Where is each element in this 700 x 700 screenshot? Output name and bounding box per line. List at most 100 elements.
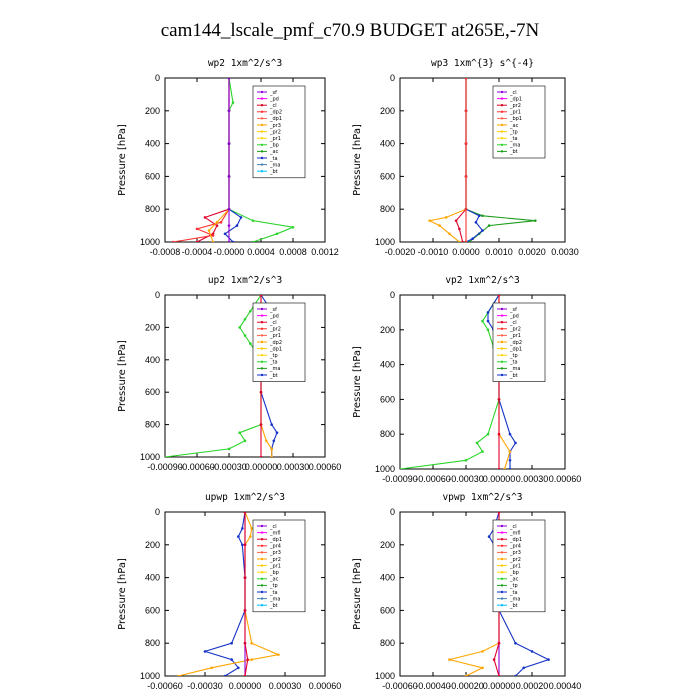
legend-marker [500, 123, 504, 127]
legend-label: _ma [269, 366, 280, 372]
series-point [497, 432, 501, 436]
y-tick-label: 600 [380, 605, 395, 615]
legend-label: _pr4 [269, 544, 281, 550]
legend-marker [500, 110, 504, 114]
legend-label: _tp [509, 129, 518, 135]
x-tick-label: -0.0010 [418, 247, 449, 257]
y-tick-label: 400 [145, 355, 160, 365]
legend-marker [260, 538, 264, 541]
legend-marker [500, 577, 504, 580]
legend-marker [260, 327, 264, 330]
y-tick-label: 200 [380, 540, 395, 550]
series-point [227, 78, 231, 80]
legend-label: _mfl [269, 530, 281, 536]
legend-label: _ta [509, 590, 518, 596]
series-group [177, 512, 281, 676]
series-point [250, 658, 253, 661]
legend-label: _dp1 [269, 537, 282, 543]
legend-label: _dp2 [269, 110, 282, 116]
legend-marker [500, 531, 504, 534]
panel-title: vp2 1xm^2/s^3 [445, 275, 519, 286]
y-tick-label: 200 [145, 106, 160, 116]
x-tick-label: -0.00090 [382, 474, 418, 484]
legend-marker [260, 123, 264, 127]
x-tick-label: 0.0020 [518, 247, 546, 257]
legend-marker [260, 130, 264, 133]
legend-marker [260, 557, 264, 561]
legend-label: _cl [269, 103, 277, 109]
series-point [270, 423, 273, 426]
x-tick-label: -0.00020 [448, 681, 484, 691]
legend-marker [260, 373, 264, 377]
series-point [259, 423, 263, 426]
series-point [464, 674, 468, 676]
legend-label: _pr1 [509, 110, 521, 116]
legend-label: _dp1 [509, 537, 522, 543]
series-point [508, 467, 512, 469]
x-tick-label: -0.0020 [385, 247, 416, 257]
x-tick-label: 0.00000 [483, 681, 516, 691]
x-tick-label: -0.00090 [147, 462, 183, 472]
legend-marker [260, 110, 264, 114]
series-point [486, 319, 490, 323]
series-point [277, 653, 280, 656]
y-axis-label: Pressure [hPa] [117, 558, 128, 630]
x-tick-label: 0.00060 [309, 681, 342, 691]
series-point [241, 543, 244, 547]
series-point [230, 658, 233, 661]
legend-label: _tp [269, 353, 278, 359]
y-tick-label: 600 [380, 394, 395, 404]
series-point [223, 232, 227, 236]
panel-title: vpwp 1xm^2/s^3 [442, 492, 522, 503]
legend-label: _tp [509, 353, 518, 359]
legend-label: _pr3 [509, 550, 521, 556]
legend-marker [500, 373, 504, 377]
plot-frame [164, 294, 326, 458]
series-point [219, 221, 223, 224]
legend-marker [260, 340, 264, 344]
y-tick-label: 800 [380, 429, 395, 439]
legend-label: _bt [509, 149, 518, 155]
legend-label: _pr2 [509, 557, 521, 563]
legend-label: _dp1 [269, 346, 282, 352]
x-tick-label: 0.0000 [452, 247, 480, 257]
y-axis-label: Pressure [hPa] [352, 558, 363, 630]
x-tick-label: -0.00060 [415, 474, 451, 484]
legend-label: _pr2 [509, 103, 521, 109]
y-tick-label: 200 [145, 322, 160, 332]
y-tick-label: 400 [145, 573, 160, 583]
y-tick-label: 200 [145, 540, 160, 550]
series-point [249, 535, 252, 538]
series-point [215, 224, 219, 227]
legend-marker [500, 367, 504, 370]
legend-label: _sf [509, 307, 517, 313]
y-tick-label: 0 [390, 507, 395, 517]
series-point [448, 232, 451, 236]
series-point [275, 232, 279, 236]
series-point [238, 431, 241, 435]
series-point [250, 527, 253, 530]
series-point [454, 219, 458, 222]
legend-label: _ta [509, 360, 518, 366]
y-tick-label: 0 [390, 290, 395, 300]
x-tick-label: -0.00060 [179, 462, 215, 472]
x-tick-label: 0.00000 [483, 474, 516, 484]
series-point [215, 221, 219, 224]
series-point [243, 641, 247, 645]
plot-frame [164, 77, 326, 243]
legend-marker [500, 327, 504, 330]
legend-marker [260, 577, 264, 580]
y-tick-label: 400 [380, 573, 395, 583]
series-point [237, 666, 240, 670]
legend-marker [500, 354, 504, 357]
legend-marker [260, 170, 264, 173]
y-tick-label: 600 [145, 171, 160, 181]
legend-marker [260, 90, 264, 94]
legend-marker [500, 143, 504, 146]
legend-marker [260, 584, 264, 587]
series-point [251, 219, 255, 222]
legend-label: _pr3 [269, 550, 281, 556]
legend-marker [500, 104, 504, 107]
legend-marker [260, 137, 264, 140]
series-point [249, 342, 252, 345]
